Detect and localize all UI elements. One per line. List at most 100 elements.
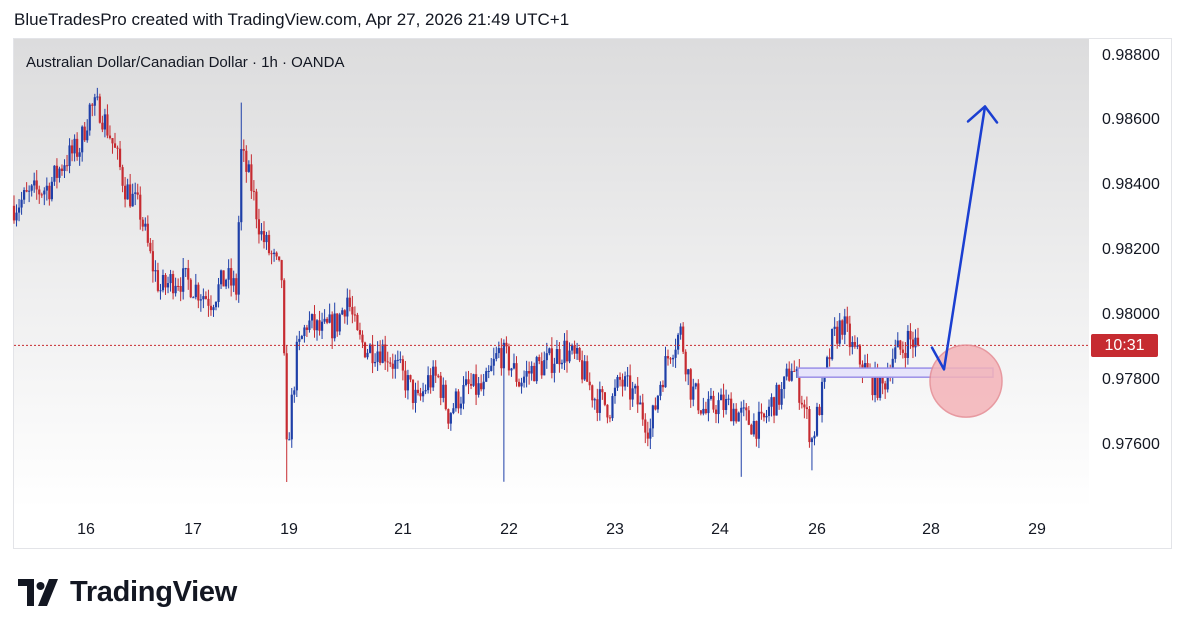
arrow-head-icon xyxy=(966,105,999,124)
candle-body xyxy=(810,438,814,443)
candle-body xyxy=(613,387,617,397)
candle-body xyxy=(661,384,665,388)
candle-body xyxy=(856,345,859,347)
candle-body xyxy=(702,408,705,414)
price-tick-label: 0.98600 xyxy=(1102,111,1160,129)
candle-body xyxy=(800,402,803,405)
candle-body xyxy=(23,190,26,200)
candle-body xyxy=(558,349,561,365)
candle-body xyxy=(914,337,917,348)
candles-layer xyxy=(12,87,920,483)
candle-body xyxy=(641,402,644,420)
candle-body xyxy=(593,399,596,401)
candle-body xyxy=(381,344,384,363)
candle-body xyxy=(517,381,521,387)
candle-body xyxy=(719,394,723,401)
candle-body xyxy=(603,392,606,405)
candle-body xyxy=(154,270,157,272)
candle-body xyxy=(475,374,478,395)
candle-body xyxy=(462,385,465,404)
candle-body xyxy=(520,382,523,387)
tradingview-logo-icon xyxy=(18,578,58,606)
candle-body xyxy=(757,411,761,439)
candle-body xyxy=(351,306,354,315)
candle-body xyxy=(583,361,586,380)
price-axis-background xyxy=(1089,39,1171,509)
candle-body xyxy=(858,345,862,365)
candle-body xyxy=(343,310,346,317)
candle-body xyxy=(747,410,750,425)
candle-body xyxy=(182,268,185,292)
candle-body xyxy=(682,326,685,352)
candle-body xyxy=(336,313,339,332)
candle-body xyxy=(901,349,904,353)
candle-body xyxy=(113,143,117,148)
candle-body xyxy=(179,286,182,292)
candle-body xyxy=(545,353,548,361)
candle-body xyxy=(209,305,213,311)
candle-body xyxy=(833,326,836,329)
candle-body xyxy=(103,114,107,130)
candle-body xyxy=(735,408,738,422)
entry-circle xyxy=(929,344,1003,418)
candle-body xyxy=(906,330,909,358)
candle-body xyxy=(270,253,273,255)
time-tick-label: 29 xyxy=(1028,521,1046,538)
candle-body xyxy=(636,385,639,405)
candle-body xyxy=(836,326,839,344)
candle-body xyxy=(358,330,362,335)
candle-body xyxy=(881,372,884,384)
tradingview-brand[interactable]: TradingView xyxy=(18,576,237,609)
candle-body xyxy=(790,370,793,381)
candle-body xyxy=(742,407,745,409)
candle-body xyxy=(91,104,94,106)
candle-body xyxy=(530,365,533,374)
time-tick-label: 28 xyxy=(922,521,940,538)
candle-body xyxy=(464,379,468,386)
candle-body xyxy=(43,190,46,195)
candle-body xyxy=(278,256,281,261)
candle-body xyxy=(570,345,574,351)
candle-body xyxy=(490,365,493,371)
candle-body xyxy=(235,278,238,295)
candle-body xyxy=(623,376,627,387)
candle-body xyxy=(401,359,404,371)
candle-body xyxy=(341,310,344,315)
price-tick-label: 0.98800 xyxy=(1102,46,1160,64)
time-tick-label: 24 xyxy=(711,521,729,538)
candle-body xyxy=(492,358,495,366)
candle-body xyxy=(871,370,874,396)
candle-body xyxy=(677,334,680,350)
candle-body xyxy=(199,299,202,301)
symbol-title: Australian Dollar/Canadian Dollar · 1h ·… xyxy=(26,54,345,71)
candle-body xyxy=(141,219,144,227)
candle-body xyxy=(649,428,652,439)
candle-body xyxy=(538,357,541,362)
candle-body xyxy=(550,348,553,373)
candle-body xyxy=(338,314,341,332)
candle-body xyxy=(671,357,675,360)
candle-body xyxy=(361,334,364,343)
candle-body xyxy=(730,398,733,422)
candle-body xyxy=(548,348,551,354)
price-tick-label: 0.97800 xyxy=(1102,371,1160,389)
candle-body xyxy=(727,398,730,400)
candle-body xyxy=(634,385,637,389)
candle-body xyxy=(204,296,208,299)
candle-body xyxy=(434,366,437,376)
candle-body xyxy=(68,145,71,166)
candle-body xyxy=(151,251,154,272)
candle-body xyxy=(394,360,397,369)
candle-body xyxy=(353,314,356,316)
candle-body xyxy=(63,165,66,172)
candle-body xyxy=(442,384,445,398)
candle-body xyxy=(187,268,190,280)
candle-body xyxy=(348,297,351,307)
candle-body xyxy=(654,405,657,410)
candle-body xyxy=(363,342,367,358)
candle-body xyxy=(177,285,180,287)
candle-body xyxy=(225,279,228,287)
candle-body xyxy=(813,435,816,439)
candle-body xyxy=(722,394,725,410)
